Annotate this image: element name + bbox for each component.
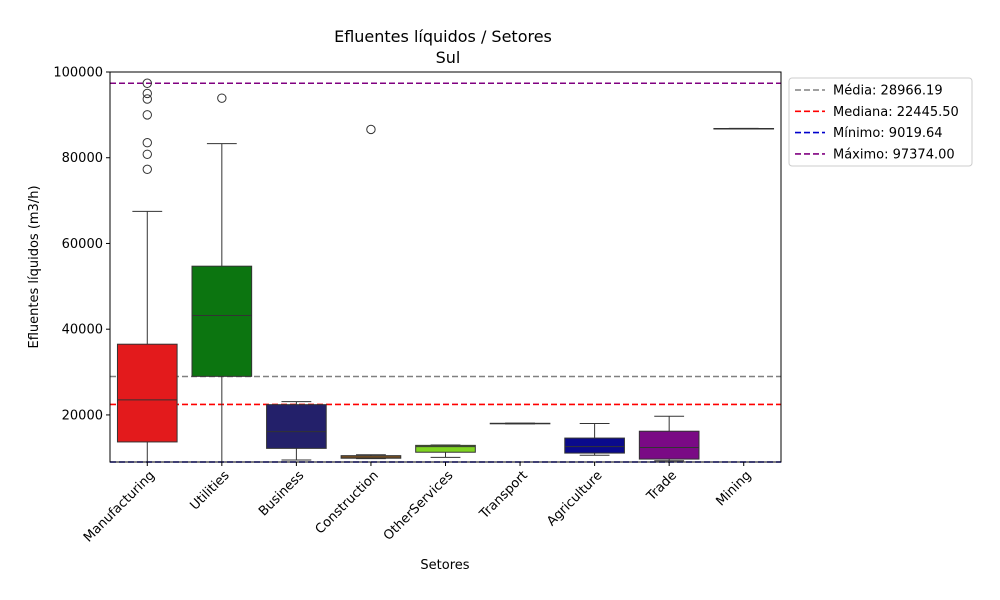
- x-tick-label: Construction: [313, 468, 382, 537]
- legend-label: Máximo: 97374.00: [833, 147, 955, 162]
- box-transport: [489, 422, 551, 425]
- box-trade: [638, 415, 700, 462]
- box-agriculture: [564, 423, 625, 456]
- box-body: [415, 444, 476, 453]
- outlier-point: [142, 88, 152, 99]
- legend-label: Média: 28966.19: [833, 84, 943, 99]
- box-body: [564, 437, 625, 454]
- chart-subtitle: Sul: [436, 48, 461, 67]
- outlier-point: [217, 93, 227, 103]
- outlier-point: [142, 110, 152, 120]
- outlier-point: [142, 78, 152, 88]
- y-axis-label: Efluentes líquidos (m3/h): [27, 185, 42, 348]
- outlier-point: [142, 164, 152, 175]
- box-body: [266, 404, 327, 449]
- box-body: [638, 430, 700, 460]
- box-otherservices: [415, 444, 476, 458]
- x-tick-label: Agriculture: [544, 468, 605, 529]
- legend-frame: [788, 77, 973, 167]
- box-body: [116, 343, 178, 443]
- x-tick-label: Mining: [713, 468, 754, 509]
- outlier-point: [142, 138, 152, 148]
- x-tick-label: Utilities: [187, 468, 232, 513]
- x-axis-label: Setores: [420, 558, 469, 573]
- legend: Média: 28966.19 Mediana: 22445.50 Mínimo: …: [788, 77, 973, 167]
- x-tick-label: Trade: [644, 468, 680, 504]
- legend-label: Mediana: 22445.50: [833, 105, 959, 120]
- box-manufacturing: [116, 78, 178, 463]
- x-tick-label: Manufacturing: [81, 468, 158, 545]
- y-tick-label: 80000: [62, 151, 103, 166]
- box-utilities: [191, 93, 253, 463]
- box-business: [266, 401, 327, 461]
- outlier-point: [366, 124, 376, 135]
- box-body: [191, 265, 253, 377]
- plot-area: 20000 40000 60000 80000 100000 Manufacturing U…: [53, 66, 781, 545]
- y-tick-label: 20000: [62, 408, 103, 423]
- box-mining: [713, 127, 775, 130]
- legend-label: Mínimo: 9019.64: [833, 126, 943, 141]
- x-tick-label: Business: [256, 468, 307, 519]
- outlier-point: [142, 94, 152, 104]
- x-tick-label: Transport: [476, 468, 530, 522]
- y-tick-label: 60000: [62, 237, 103, 252]
- plot-frame: [109, 71, 782, 463]
- y-tick-label: 100000: [53, 66, 103, 81]
- box-construction: [340, 124, 402, 460]
- chart-title: Efluentes líquidos / Setores: [334, 27, 552, 46]
- y-tick-label: 40000: [62, 323, 103, 338]
- x-tick-label: OtherServices: [381, 468, 457, 544]
- outlier-point: [142, 149, 152, 160]
